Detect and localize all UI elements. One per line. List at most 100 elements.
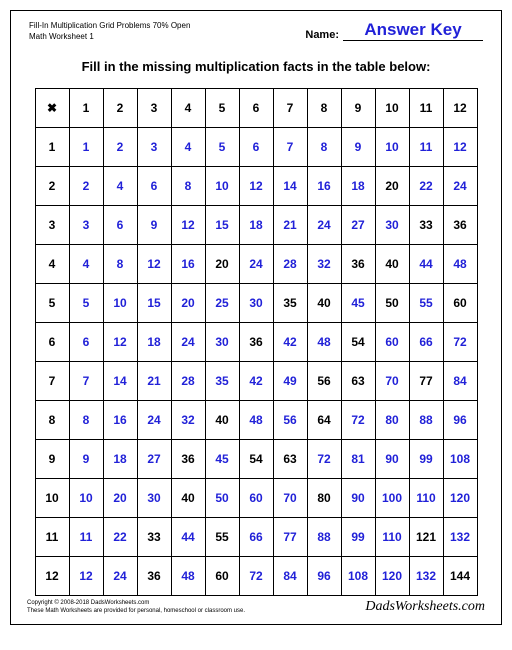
grid-cell: 16: [103, 400, 137, 439]
grid-cell: 35: [205, 361, 239, 400]
grid-cell: 110: [409, 478, 443, 517]
row-header: 10: [35, 478, 69, 517]
col-header: 2: [103, 88, 137, 127]
grid-cell: 32: [307, 244, 341, 283]
grid-cell: 80: [307, 478, 341, 517]
grid-cell: 12: [239, 166, 273, 205]
grid-cell: 60: [375, 322, 409, 361]
grid-cell: 60: [443, 283, 477, 322]
grid-cell: 11: [409, 127, 443, 166]
col-header: 11: [409, 88, 443, 127]
grid-cell: 63: [341, 361, 375, 400]
grid-cell: 20: [103, 478, 137, 517]
grid-cell: 50: [205, 478, 239, 517]
grid-cell: 40: [375, 244, 409, 283]
grid-cell: 40: [205, 400, 239, 439]
grid-cell: 12: [171, 205, 205, 244]
col-header: 8: [307, 88, 341, 127]
grid-cell: 25: [205, 283, 239, 322]
grid-cell: 110: [375, 517, 409, 556]
grid-cell: 120: [443, 478, 477, 517]
grid-cell: 36: [171, 439, 205, 478]
grid-cell: 54: [341, 322, 375, 361]
grid-cell: 88: [307, 517, 341, 556]
row-header: 2: [35, 166, 69, 205]
grid-cell: 81: [341, 439, 375, 478]
worksheet-title-block: Fill-In Multiplication Grid Problems 70%…: [29, 21, 190, 43]
col-header: 7: [273, 88, 307, 127]
grid-cell: 15: [137, 283, 171, 322]
grid-cell: 44: [171, 517, 205, 556]
grid-cell: 6: [137, 166, 171, 205]
grid-cell: 72: [239, 556, 273, 595]
grid-cell: 42: [239, 361, 273, 400]
grid-cell: 10: [205, 166, 239, 205]
row-header: 9: [35, 439, 69, 478]
grid-cell: 80: [375, 400, 409, 439]
grid-cell: 24: [137, 400, 171, 439]
grid-cell: 24: [103, 556, 137, 595]
grid-cell: 70: [273, 478, 307, 517]
grid-cell: 32: [171, 400, 205, 439]
col-header: 5: [205, 88, 239, 127]
copyright-text: Copyright © 2008-2018 DadsWorksheets.com: [27, 600, 245, 608]
title-line-1: Fill-In Multiplication Grid Problems 70%…: [29, 21, 190, 32]
grid-cell: 8: [171, 166, 205, 205]
row-header: 6: [35, 322, 69, 361]
grid-cell: 48: [171, 556, 205, 595]
disclaimer-text: These Math Worksheets are provided for p…: [27, 608, 245, 616]
grid-cell: 120: [375, 556, 409, 595]
grid-cell: 4: [171, 127, 205, 166]
grid-cell: 18: [103, 439, 137, 478]
header-row: Fill-In Multiplication Grid Problems 70%…: [23, 21, 489, 43]
grid-container: ✖123456789101112112345678910111222468101…: [23, 88, 489, 596]
grid-cell: 77: [273, 517, 307, 556]
grid-cell: 24: [239, 244, 273, 283]
row-header: 7: [35, 361, 69, 400]
grid-cell: 3: [69, 205, 103, 244]
grid-cell: 42: [273, 322, 307, 361]
grid-cell: 12: [443, 127, 477, 166]
col-header: 3: [137, 88, 171, 127]
grid-cell: 108: [443, 439, 477, 478]
grid-cell: 60: [239, 478, 273, 517]
instruction-text: Fill in the missing multiplication facts…: [23, 59, 489, 74]
grid-cell: 99: [341, 517, 375, 556]
grid-cell: 70: [375, 361, 409, 400]
row-header: 4: [35, 244, 69, 283]
grid-cell: 8: [307, 127, 341, 166]
grid-cell: 100: [375, 478, 409, 517]
grid-cell: 40: [307, 283, 341, 322]
grid-cell: 30: [137, 478, 171, 517]
grid-cell: 7: [273, 127, 307, 166]
grid-cell: 9: [341, 127, 375, 166]
grid-cell: 27: [341, 205, 375, 244]
grid-cell: 3: [137, 127, 171, 166]
row-header: 8: [35, 400, 69, 439]
grid-cell: 45: [205, 439, 239, 478]
grid-cell: 22: [409, 166, 443, 205]
grid-cell: 4: [69, 244, 103, 283]
col-header: 6: [239, 88, 273, 127]
grid-cell: 10: [69, 478, 103, 517]
grid-cell: 99: [409, 439, 443, 478]
grid-cell: 60: [205, 556, 239, 595]
grid-cell: 55: [205, 517, 239, 556]
title-line-2: Math Worksheet 1: [29, 32, 190, 43]
grid-cell: 1: [69, 127, 103, 166]
grid-cell: 63: [273, 439, 307, 478]
grid-cell: 36: [137, 556, 171, 595]
grid-cell: 16: [171, 244, 205, 283]
grid-cell: 50: [375, 283, 409, 322]
grid-cell: 9: [137, 205, 171, 244]
grid-cell: 48: [239, 400, 273, 439]
grid-cell: 44: [409, 244, 443, 283]
grid-cell: 18: [137, 322, 171, 361]
grid-cell: 24: [171, 322, 205, 361]
grid-cell: 8: [103, 244, 137, 283]
grid-cell: 45: [341, 283, 375, 322]
grid-cell: 6: [69, 322, 103, 361]
row-header: 3: [35, 205, 69, 244]
grid-cell: 24: [443, 166, 477, 205]
grid-cell: 66: [409, 322, 443, 361]
